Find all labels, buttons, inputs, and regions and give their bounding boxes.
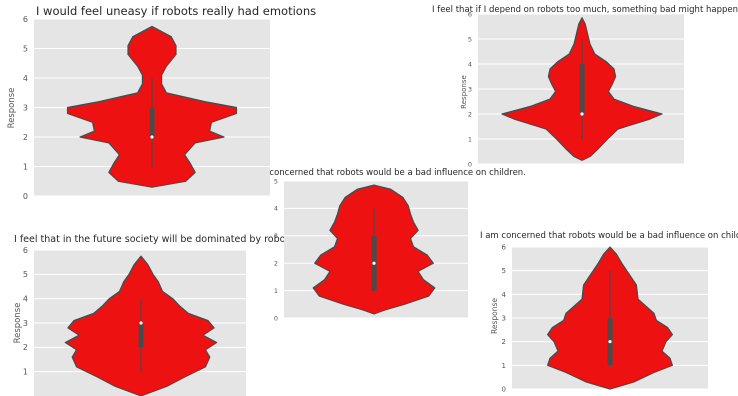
y-tick-label: 1	[502, 362, 506, 370]
y-tick-label: 3	[502, 314, 506, 322]
chart-title: I am concerned that robots would be a ba…	[248, 168, 526, 178]
y-axis-label: Response	[7, 88, 17, 129]
y-tick-label: 3	[23, 319, 28, 328]
box-median	[150, 135, 154, 139]
chart-title: I feel that in the future society will b…	[14, 234, 298, 245]
box-iqr	[579, 64, 585, 114]
box-iqr	[149, 107, 155, 137]
y-tick-label: 6	[502, 243, 507, 251]
box-median	[580, 112, 584, 116]
box-iqr	[138, 323, 144, 348]
y-tick-label: 2	[502, 338, 506, 346]
y-axis-label: Response	[460, 75, 468, 109]
y-tick-label: 3	[468, 85, 472, 93]
y-tick-label: 0	[274, 314, 278, 322]
y-tick-label: 2	[274, 259, 278, 267]
y-tick-label: 5	[468, 35, 472, 43]
y-tick-label: 0	[502, 385, 506, 393]
y-tick-label: 5	[274, 177, 278, 185]
y-tick-label: 4	[502, 291, 507, 299]
y-tick-label: 4	[23, 294, 28, 303]
violin-chart: 0 1 2 3 4 5 6 Response	[7, 15, 270, 201]
y-tick-label: 2	[23, 133, 28, 142]
y-tick-label: 3	[274, 232, 278, 240]
chart-title: I would feel uneasy if robots really had…	[36, 4, 317, 18]
box-median	[139, 321, 143, 325]
y-tick-label: 6	[23, 15, 28, 24]
y-axis-label: Response	[13, 303, 23, 344]
chart-title: I feel that if I depend on robots too mu…	[432, 5, 738, 15]
y-tick-label: 3	[23, 103, 28, 112]
box-median	[372, 261, 376, 265]
chart-title: I am concerned that robots would be a ba…	[480, 231, 738, 241]
y-tick-label: 0	[468, 160, 472, 168]
y-tick-label: 5	[23, 270, 28, 279]
y-tick-label: 6	[468, 10, 472, 18]
box-median	[608, 340, 612, 344]
y-tick-label: 1	[23, 367, 28, 376]
y-tick-label: 4	[23, 74, 28, 83]
y-tick-label: 4	[274, 205, 278, 213]
y-tick-label: 2	[468, 110, 472, 118]
y-axis-label: Response	[490, 298, 499, 334]
y-tick-label: 1	[468, 135, 472, 143]
y-tick-label: 0	[23, 192, 28, 201]
y-tick-label: 6	[23, 246, 28, 255]
violin-chart: 0 1 2 3 4 5 6 Response	[460, 10, 684, 168]
y-tick-label: 2	[23, 343, 28, 352]
violin-chart: 1 2 3 4 5 6 Response	[13, 246, 246, 396]
y-tick-label: 1	[23, 162, 28, 171]
violin-chart: 0 1 2 3 4 5 6 Response	[490, 243, 708, 393]
y-tick-label: 4	[468, 60, 472, 68]
violin-chart: 0 1 2 3 4 5	[274, 177, 468, 322]
y-tick-label: 5	[502, 267, 506, 275]
y-tick-label: 1	[274, 287, 278, 295]
y-tick-label: 5	[23, 44, 28, 53]
